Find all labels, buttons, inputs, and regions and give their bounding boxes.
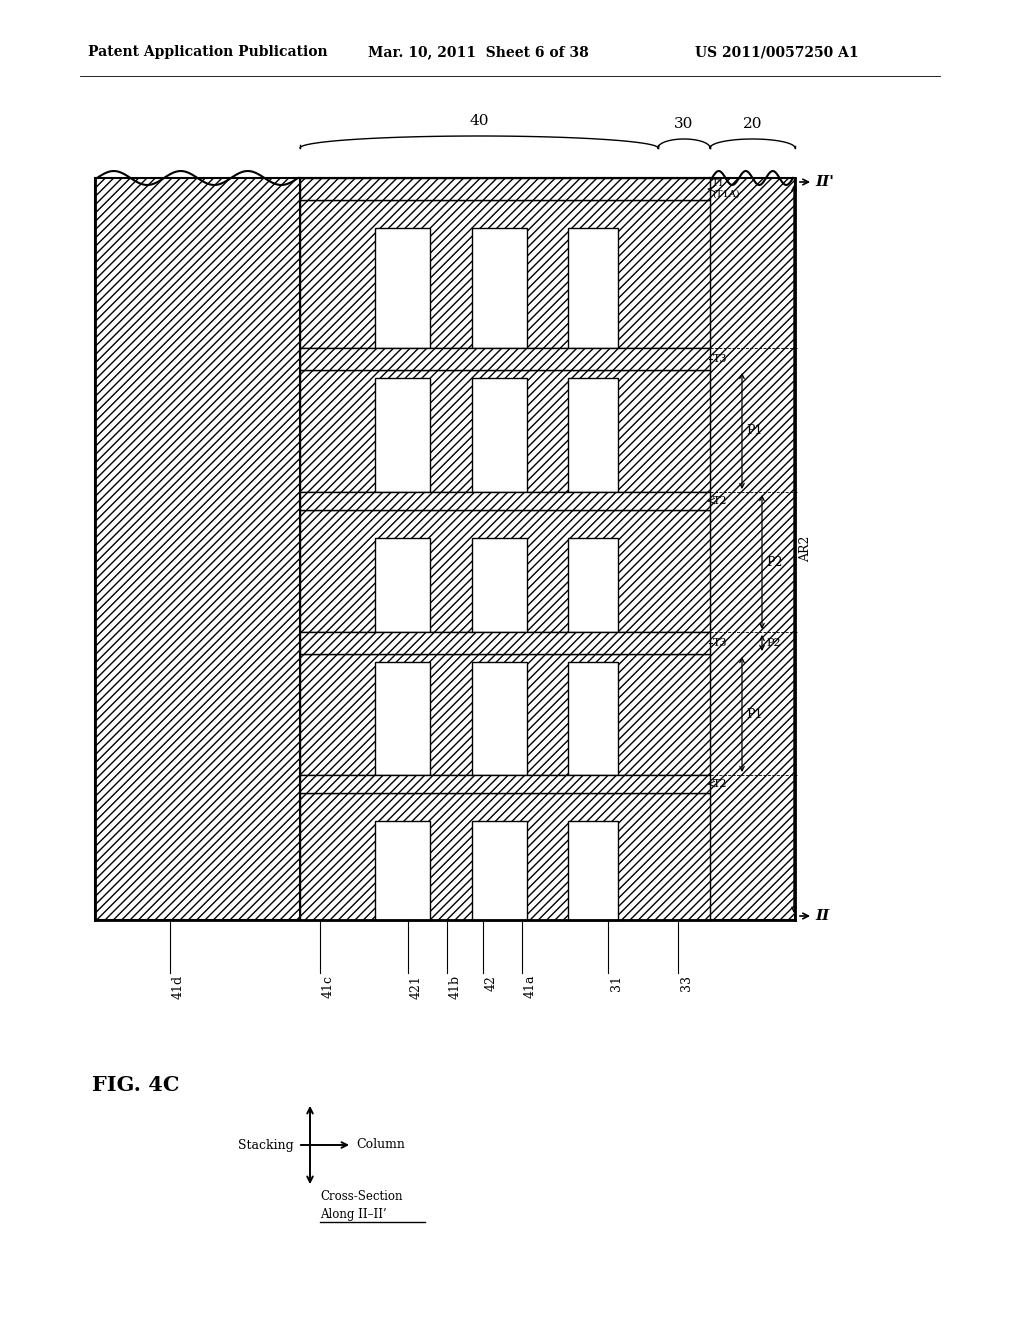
Bar [300, 348, 710, 370]
Text: Mar. 10, 2011  Sheet 6 of 38: Mar. 10, 2011 Sheet 6 of 38 [368, 45, 589, 59]
Text: 41a: 41a [524, 975, 537, 998]
Bar [300, 793, 710, 920]
Text: 20: 20 [742, 117, 762, 131]
Bar [300, 178, 710, 920]
Text: 40: 40 [469, 114, 488, 128]
Bar [300, 201, 710, 348]
Text: P1: P1 [746, 708, 763, 721]
Bar [375, 228, 430, 348]
Text: US 2011/0057250 A1: US 2011/0057250 A1 [695, 45, 859, 59]
Bar [375, 539, 430, 632]
Text: 421: 421 [410, 975, 423, 999]
Text: Column: Column [356, 1138, 404, 1151]
Text: T3: T3 [713, 638, 727, 648]
Text: T2: T2 [713, 779, 727, 789]
Text: P1: P1 [746, 425, 763, 437]
Bar [472, 539, 527, 632]
Bar [300, 178, 710, 201]
Bar [375, 378, 430, 492]
Bar [472, 821, 527, 920]
Bar [375, 821, 430, 920]
Text: Stacking: Stacking [239, 1138, 294, 1151]
Text: Patent Application Publication: Patent Application Publication [88, 45, 328, 59]
Bar [300, 775, 710, 793]
Text: 33: 33 [680, 975, 693, 991]
Text: AR2: AR2 [799, 536, 812, 562]
Text: P2: P2 [766, 638, 780, 648]
Bar [300, 632, 710, 653]
Bar [300, 370, 710, 492]
Bar [710, 178, 795, 920]
Text: 41d: 41d [172, 975, 185, 999]
Text: 31: 31 [610, 975, 623, 991]
Text: T3: T3 [713, 354, 727, 364]
Text: T2: T2 [713, 496, 727, 506]
Text: 42: 42 [485, 975, 498, 991]
Bar [568, 821, 618, 920]
Bar [568, 663, 618, 775]
Text: 30: 30 [675, 117, 693, 131]
Text: II: II [815, 909, 829, 923]
Bar [95, 178, 300, 920]
Bar [300, 510, 710, 632]
Bar [300, 492, 710, 510]
Text: P2: P2 [766, 556, 782, 569]
Bar [568, 228, 618, 348]
Bar [568, 539, 618, 632]
Bar [375, 663, 430, 775]
Text: II': II' [815, 176, 834, 189]
Bar [472, 378, 527, 492]
Bar [300, 653, 710, 775]
Text: T1
(T1A): T1 (T1A) [712, 180, 739, 199]
Bar [472, 663, 527, 775]
Text: 41c: 41c [322, 975, 335, 998]
Bar [472, 228, 527, 348]
Bar [568, 378, 618, 492]
Text: Cross-Section: Cross-Section [319, 1191, 402, 1203]
Text: FIG. 4C: FIG. 4C [92, 1074, 179, 1096]
Text: 41b: 41b [449, 975, 462, 999]
Text: Along II–II’: Along II–II’ [319, 1208, 387, 1221]
